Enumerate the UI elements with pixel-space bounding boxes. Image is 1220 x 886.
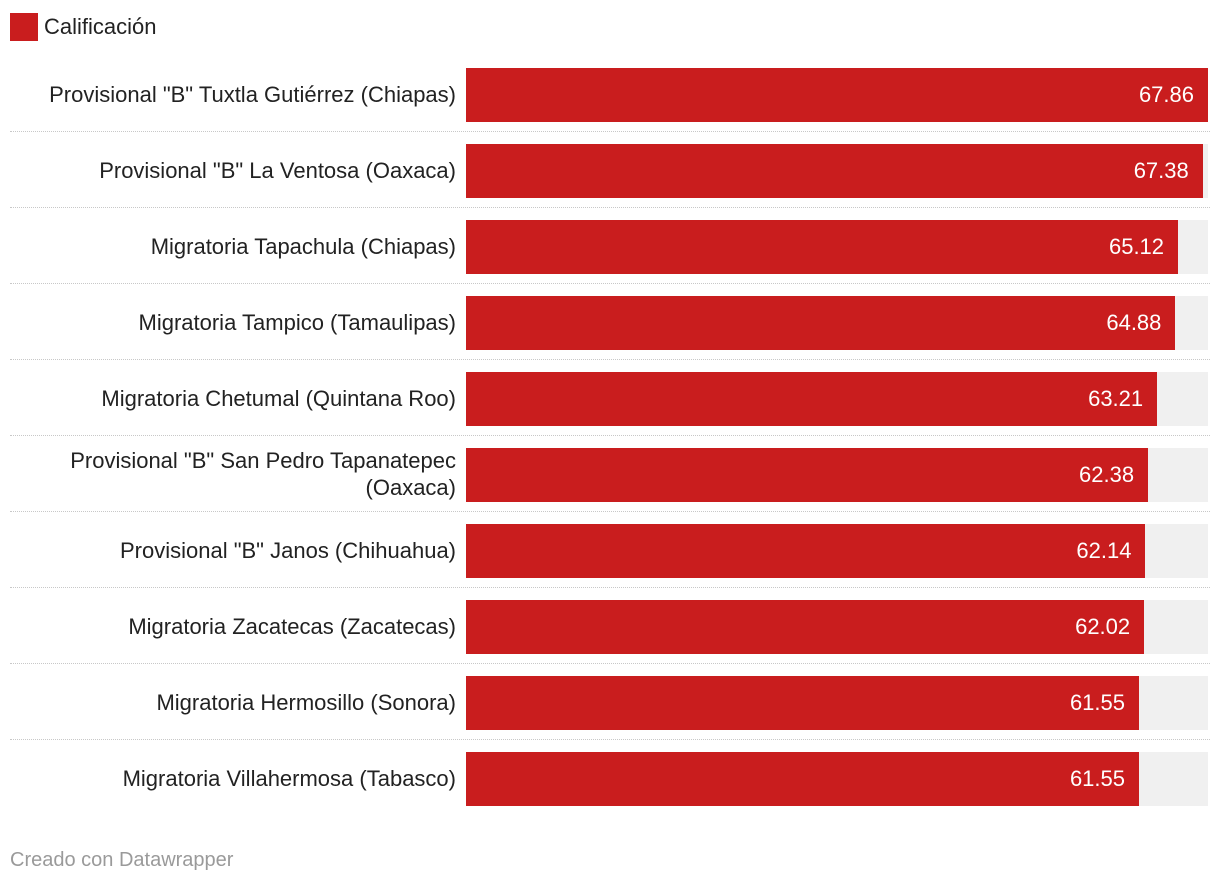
bar-track: 63.21: [466, 372, 1208, 426]
bar-row: Provisional "B" San Pedro Tapanatepec (O…: [10, 436, 1210, 512]
bar-track: 65.12: [466, 220, 1208, 274]
bar-value-label: 62.02: [1075, 614, 1131, 639]
row-divider: [10, 435, 1210, 436]
bar-value-label: 61.55: [1069, 766, 1125, 791]
bar-track: 64.88: [466, 296, 1208, 350]
bar: 67.86: [466, 68, 1208, 122]
bar-row: Migratoria Chetumal (Quintana Roo) 63.21: [10, 360, 1210, 436]
bar-value-label: 64.88: [1106, 310, 1162, 335]
legend-label: Calificación: [44, 14, 157, 39]
category-label: Migratoria Hermosillo (Sonora): [156, 689, 456, 715]
bar-track: 61.55: [466, 676, 1208, 730]
bar-track: 61.55: [466, 752, 1208, 806]
bar-value-label: 67.38: [1133, 158, 1189, 183]
bar-chart: Provisional "B" Tuxtla Gutiérrez (Chiapa…: [10, 56, 1210, 816]
bar-row: Migratoria Zacatecas (Zacatecas) 62.02: [10, 588, 1210, 664]
bar: 67.38: [466, 144, 1203, 198]
bar-row: Migratoria Tapachula (Chiapas) 65.12: [10, 208, 1210, 284]
bar: 61.55: [466, 752, 1139, 806]
footer-credit: Creado con Datawrapper: [10, 849, 234, 871]
category-label: Migratoria Zacatecas (Zacatecas): [128, 613, 456, 639]
category-label: Migratoria Tampico (Tamaulipas): [138, 309, 457, 335]
category-label: Migratoria Chetumal (Quintana Roo): [101, 385, 456, 411]
bar-row: Provisional "B" La Ventosa (Oaxaca) 67.38: [10, 132, 1210, 208]
bar: 64.88: [466, 296, 1176, 350]
bar-row: Provisional "B" Janos (Chihuahua) 62.14: [10, 512, 1210, 588]
bar: 65.12: [466, 220, 1179, 274]
bar-value-label: 65.12: [1108, 234, 1165, 259]
category-label: Migratoria Tapachula (Chiapas): [150, 233, 456, 259]
bar: 62.38: [466, 448, 1149, 502]
row-divider: [10, 739, 1210, 740]
bar: 62.14: [466, 524, 1146, 578]
bar-row: Migratoria Hermosillo (Sonora) 61.55: [10, 664, 1210, 740]
row-divider: [10, 663, 1210, 664]
row-divider: [10, 587, 1210, 588]
bar-row: Migratoria Villahermosa (Tabasco) 61.55: [10, 740, 1210, 816]
bar: 61.55: [466, 676, 1139, 730]
bar-value-label: 62.38: [1079, 462, 1135, 487]
bar: 62.02: [466, 600, 1145, 654]
category-label: Provisional "B" San Pedro Tapanatepec (O…: [70, 448, 456, 500]
row-divider: [10, 511, 1210, 512]
bar-track: 67.38: [466, 144, 1208, 198]
bar-track: 62.14: [466, 524, 1208, 578]
category-label: Provisional "B" Tuxtla Gutiérrez (Chiapa…: [49, 81, 456, 107]
row-divider: [10, 359, 1210, 360]
category-label: Provisional "B" La Ventosa (Oaxaca): [99, 157, 456, 183]
row-divider: [10, 283, 1210, 284]
legend: Calificación: [10, 12, 157, 42]
bar: 63.21: [466, 372, 1158, 426]
bar-track: 62.02: [466, 600, 1208, 654]
legend-swatch: [10, 13, 38, 41]
bar-value-label: 61.55: [1069, 690, 1125, 715]
row-divider: [10, 207, 1210, 208]
bar-value-label: 67.86: [1138, 82, 1194, 107]
bar-row: Provisional "B" Tuxtla Gutiérrez (Chiapa…: [10, 56, 1210, 132]
bar-track: 62.38: [466, 448, 1208, 502]
row-divider: [10, 131, 1210, 132]
bar-row: Migratoria Tampico (Tamaulipas) 64.88: [10, 284, 1210, 360]
category-label: Migratoria Villahermosa (Tabasco): [122, 765, 456, 791]
category-label: Provisional "B" Janos (Chihuahua): [119, 537, 456, 563]
bar-value-label: 62.14: [1076, 538, 1132, 563]
bar-value-label: 63.21: [1088, 386, 1144, 411]
bar-track: 67.86: [466, 68, 1208, 122]
